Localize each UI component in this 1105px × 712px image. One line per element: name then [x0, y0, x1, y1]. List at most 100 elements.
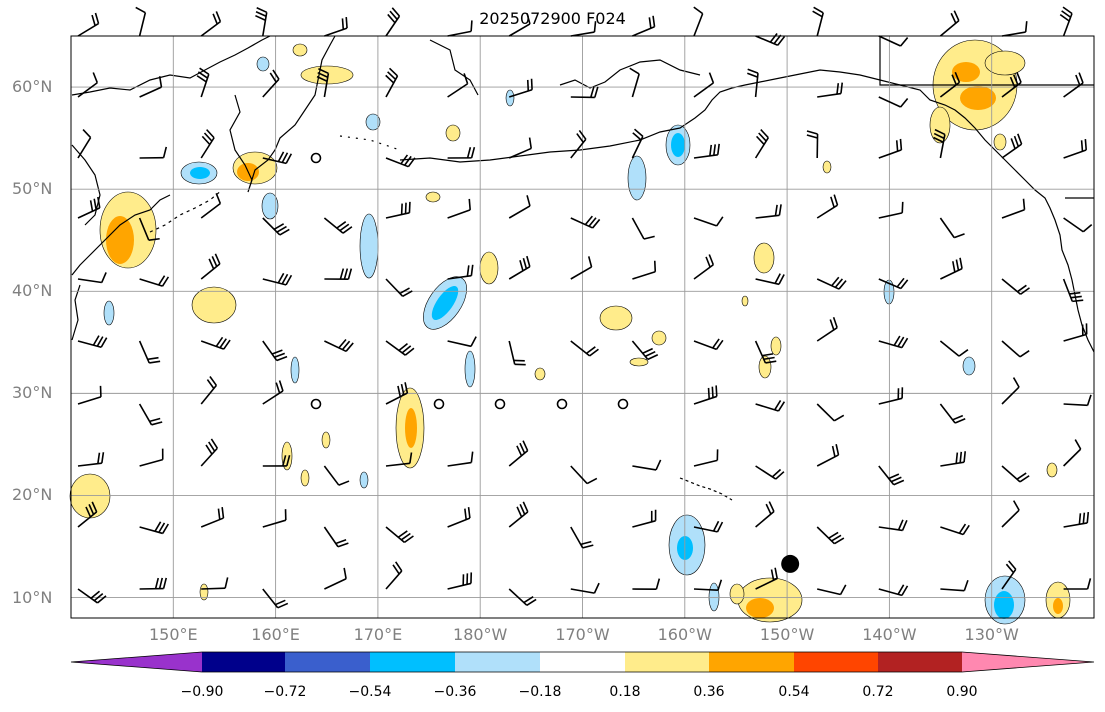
negative-anomaly: [190, 167, 210, 179]
wind-barb: [139, 448, 164, 467]
map-frame: [70, 35, 1095, 619]
wind-barb: [939, 340, 969, 357]
wind-barb: [77, 272, 107, 284]
positive-anomaly: [984, 50, 1026, 76]
calm-markers: [310, 152, 629, 410]
wind-barb: [631, 128, 644, 159]
wind-barb: [138, 403, 163, 426]
wind-barb: [262, 455, 291, 467]
wind-barb: [570, 129, 587, 159]
colorbar-tick-label: −0.90: [180, 684, 224, 700]
colorbar-band: [709, 652, 794, 672]
colorbar-tick-label: −0.18: [518, 684, 562, 700]
wind-barb: [878, 387, 904, 405]
positive-anomaly: [191, 286, 237, 324]
wind-barb: [200, 507, 225, 528]
wind-barb: [1063, 323, 1088, 342]
wind-barb: [1001, 340, 1030, 358]
wind-barb: [632, 260, 657, 280]
longitude-label: 170°W: [555, 625, 610, 644]
wind-barb: [262, 217, 290, 236]
aleutian-islands: [339, 135, 401, 151]
wind-barb: [933, 128, 946, 159]
wind-barb: [385, 67, 399, 98]
wind-barb: [878, 519, 908, 532]
wind-barb: [262, 588, 289, 609]
wind-barb: [747, 68, 759, 98]
positive-anomaly: [534, 367, 546, 381]
wind-barb: [940, 451, 967, 467]
wind-barb: [77, 129, 92, 159]
wind-barb: [508, 340, 526, 366]
wind-barb: [1001, 21, 1028, 37]
canada-border: [879, 36, 1094, 86]
wind-barb: [508, 13, 531, 37]
wind-barb: [816, 316, 838, 342]
wind-barb: [817, 82, 844, 98]
colorbar-band: [878, 652, 962, 672]
wind-barb: [570, 215, 601, 229]
wind-barb: [200, 193, 222, 219]
wind-barb: [324, 268, 353, 281]
positive-anomaly: [929, 106, 951, 144]
colorbar-outline: [70, 651, 1095, 673]
latitude-label: 40°N: [12, 281, 53, 301]
wind-barb: [324, 17, 348, 37]
colorbar-tick-label: −0.54: [348, 684, 392, 700]
wind-barb: [1062, 278, 1084, 303]
negative-anomaly: [464, 350, 476, 388]
latitude-label: 20°N: [12, 485, 53, 505]
positive-anomaly: [729, 583, 745, 605]
wind-barb: [632, 578, 661, 591]
longitude-label: 160°E: [251, 625, 300, 644]
negative-anomaly: [627, 155, 647, 201]
wind-barb: [693, 72, 715, 98]
wind-barbs: [77, 6, 1093, 609]
wind-barb: [262, 340, 288, 362]
calm-wind-marker: [433, 398, 445, 410]
wind-barb: [878, 201, 904, 219]
positive-anomaly: [599, 305, 633, 331]
wind-barb: [447, 198, 471, 219]
wind-barb: [385, 201, 411, 219]
wind-barb: [447, 451, 474, 467]
positive-anomaly: [405, 408, 417, 448]
positive-anomaly: [770, 336, 782, 356]
wind-barb: [1001, 377, 1020, 405]
japan-south: [71, 284, 81, 341]
wind-barb: [1063, 138, 1088, 159]
wind-barb: [940, 579, 969, 592]
positive-anomaly: [445, 124, 461, 142]
wind-barb: [77, 452, 105, 467]
latitude-label: 50°N: [12, 179, 53, 199]
negative-anomaly: [359, 213, 379, 279]
wind-barb: [878, 96, 909, 108]
colorbar-tick-label: 0.54: [778, 684, 810, 700]
wind-barb: [629, 67, 640, 98]
positive-anomaly: [106, 216, 134, 264]
storm-center-marker: [781, 554, 800, 573]
colorbar: [70, 651, 1095, 673]
wind-barb: [139, 577, 168, 590]
wind-barb: [135, 6, 147, 37]
wind-barb: [200, 438, 219, 467]
wind-barb: [754, 340, 777, 364]
wind-barb: [878, 35, 909, 47]
hawaii-islands: [679, 477, 733, 501]
wind-barb: [1001, 71, 1022, 98]
wind-barb: [385, 561, 403, 590]
wind-barb: [755, 465, 785, 480]
wind-barb: [812, 6, 824, 37]
wind-barb: [939, 71, 961, 98]
wind-barb: [754, 129, 769, 159]
wind-barb: [940, 523, 970, 536]
wind-barb: [508, 78, 533, 98]
wind-barb: [508, 588, 537, 606]
positive-anomaly: [746, 598, 774, 618]
negative-anomaly: [290, 356, 300, 384]
bering-coast: [429, 39, 479, 96]
wind-barb: [570, 526, 594, 549]
positive-anomaly: [758, 355, 772, 379]
negative-anomaly: [962, 356, 976, 376]
wind-barb: [385, 7, 401, 37]
